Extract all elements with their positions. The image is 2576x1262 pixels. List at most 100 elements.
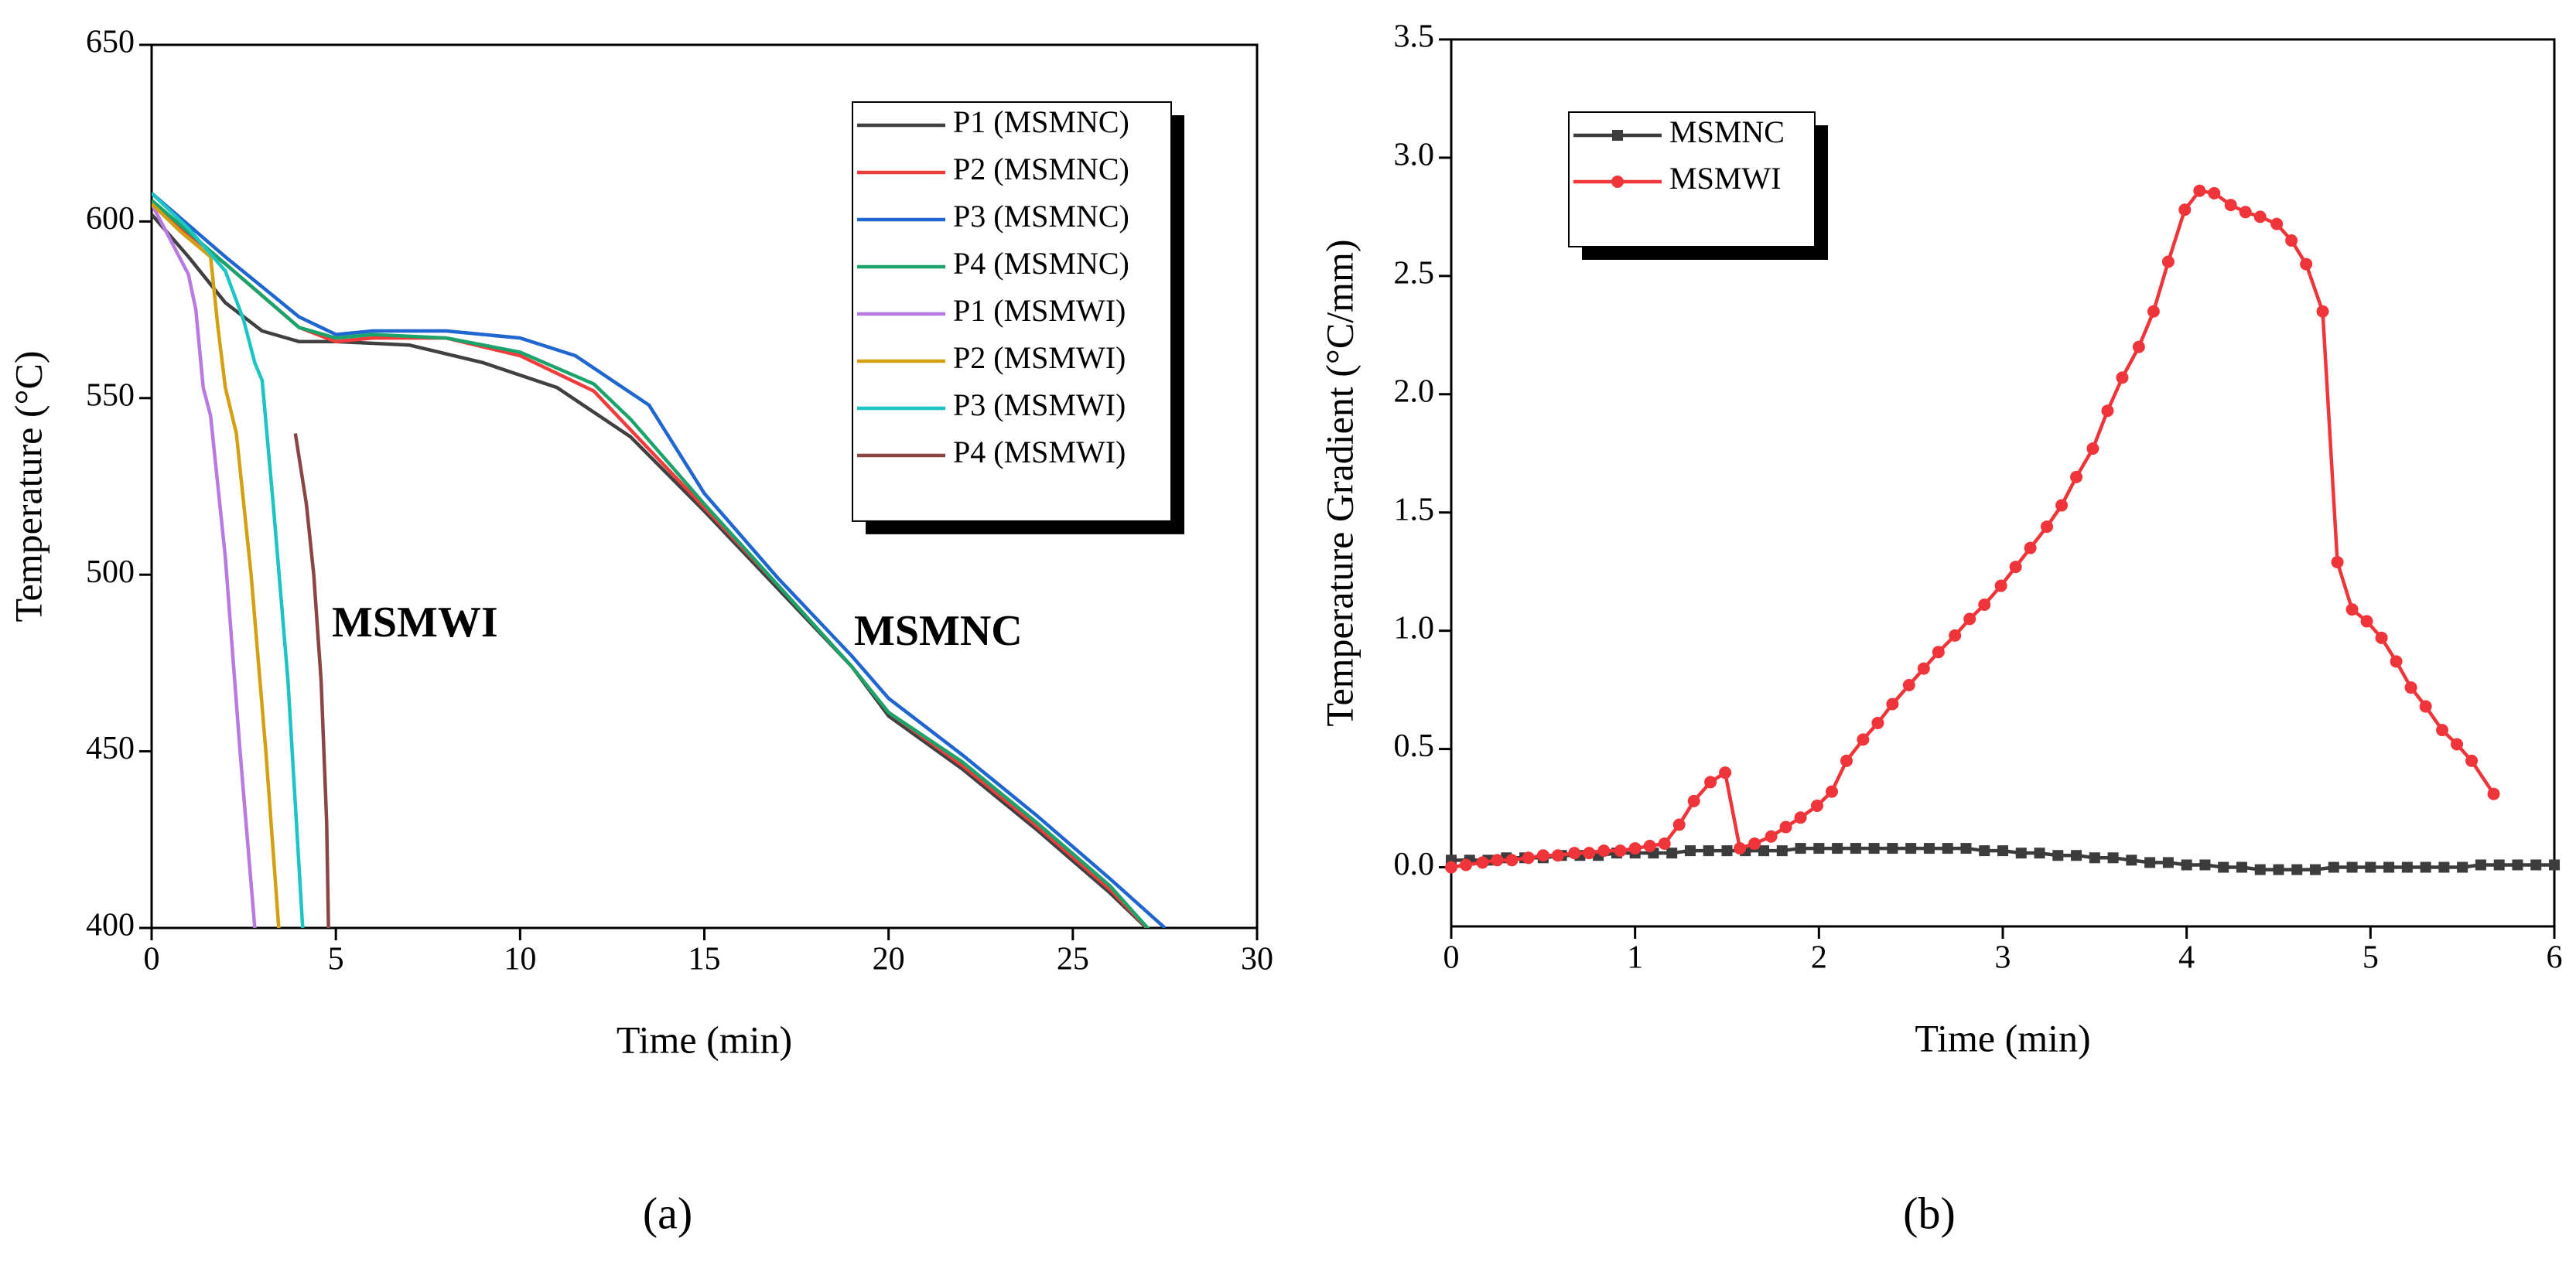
marker — [1810, 800, 1823, 813]
x-tick-label: 2 — [1811, 940, 1827, 976]
marker — [1832, 843, 1843, 854]
marker — [1687, 794, 1700, 807]
marker — [1684, 845, 1696, 857]
y-tick-label: 2.5 — [1394, 256, 1435, 292]
marker — [1795, 843, 1806, 854]
marker — [1536, 849, 1549, 862]
marker — [1719, 766, 1732, 779]
legend: MSMNC MSMWI — [1568, 111, 1828, 260]
series-line — [152, 213, 1150, 928]
marker — [2116, 371, 2129, 384]
x-tick-label: 6 — [2547, 940, 2563, 976]
marker — [1902, 679, 1915, 692]
marker — [1758, 845, 1770, 857]
marker — [1794, 811, 1807, 824]
y-tick-label: 1.5 — [1394, 492, 1435, 527]
marker — [2254, 864, 2266, 875]
series-line — [293, 433, 330, 928]
y-axis-label: Temperature (°C) — [6, 350, 50, 622]
x-axis-label: Time (min) — [617, 1018, 792, 1061]
x-tick-label: 5 — [328, 942, 344, 977]
series-line — [152, 192, 305, 928]
marker — [2052, 850, 2064, 861]
y-tick-label: 450 — [86, 731, 135, 766]
marker — [2034, 848, 2045, 859]
caption: (b) — [1903, 1188, 1956, 1238]
marker — [1979, 845, 1990, 857]
marker — [2181, 859, 2192, 871]
marker — [2178, 203, 2192, 217]
marker — [1748, 837, 1761, 850]
x-tick-label: 10 — [504, 942, 536, 977]
marker — [1850, 843, 1861, 854]
y-tick-label: 0.0 — [1394, 847, 1435, 882]
marker — [2055, 499, 2069, 512]
marker — [2457, 861, 2468, 873]
marker — [2346, 861, 2358, 873]
x-tick-label: 1 — [1627, 940, 1643, 976]
marker — [2162, 857, 2174, 868]
x-tick-label: 3 — [1995, 940, 2011, 976]
marker — [2086, 442, 2099, 455]
marker — [1583, 847, 1596, 860]
marker — [2316, 305, 2329, 318]
marker — [2253, 210, 2267, 223]
marker — [2383, 861, 2395, 873]
marker — [1460, 858, 1473, 871]
marker — [2404, 681, 2417, 694]
y-tick-label: 650 — [86, 25, 135, 60]
marker — [1917, 662, 1930, 675]
marker — [1734, 842, 1747, 855]
chart: 400 450 500 550 600 650 0 5 10 15 20 25 30 Time (min)… — [6, 25, 1273, 1239]
marker — [1776, 845, 1788, 857]
marker — [2419, 700, 2432, 713]
y-axis-label: Temperature Gradient (°C/mm) — [1317, 239, 1361, 726]
y-tick-label: 0.5 — [1394, 728, 1435, 764]
x-axis-label: Time (min) — [1915, 1016, 2090, 1059]
marker — [2328, 861, 2339, 873]
marker — [2144, 857, 2156, 868]
marker — [2451, 738, 2464, 751]
legend-label: P3 (MSMWI) — [953, 387, 1126, 422]
marker — [1703, 845, 1714, 857]
marker — [2070, 470, 2083, 483]
marker — [2345, 603, 2359, 616]
y-tick-label: 3.5 — [1394, 19, 1435, 55]
marker — [1491, 854, 1504, 867]
marker — [1522, 851, 1535, 865]
series-line — [152, 203, 257, 928]
y-tick-label: 3.0 — [1394, 138, 1435, 173]
marker — [1643, 840, 1656, 853]
y-tick-label: 600 — [86, 201, 135, 237]
x-tick-label: 25 — [1057, 942, 1089, 977]
marker — [2218, 861, 2229, 873]
x-tick-label: 0 — [144, 942, 160, 977]
series-line — [1451, 189, 2496, 869]
legend: P1 (MSMNC) P2 (MSMNC) P3 (MSMNC) P4 (MSMNC)… — [852, 101, 1184, 534]
marker — [1628, 842, 1642, 855]
y-tick-label: 1.0 — [1394, 610, 1435, 646]
legend-label: P2 (MSMNC) — [953, 152, 1129, 186]
y-tick-label: 2.0 — [1394, 373, 1435, 409]
marker — [1887, 843, 1898, 854]
x-tick-label: 20 — [873, 942, 905, 977]
marker — [2285, 234, 2298, 247]
marker — [1658, 837, 1671, 850]
marker — [1963, 612, 1976, 626]
marker — [1614, 844, 1627, 858]
legend-label: P4 (MSMWI) — [953, 435, 1126, 469]
marker — [1551, 849, 1564, 862]
marker — [2436, 724, 2449, 737]
marker — [1672, 818, 1686, 831]
marker — [2071, 850, 2082, 861]
marker — [2161, 255, 2175, 268]
legend-label: P1 (MSMNC) — [953, 104, 1129, 139]
marker — [1597, 844, 1611, 858]
y-tick-label: 500 — [86, 554, 135, 590]
marker — [2147, 305, 2160, 318]
marker — [2530, 859, 2542, 871]
legend-marker — [1612, 130, 1623, 141]
marker — [1857, 733, 1870, 746]
marker — [2420, 861, 2431, 873]
